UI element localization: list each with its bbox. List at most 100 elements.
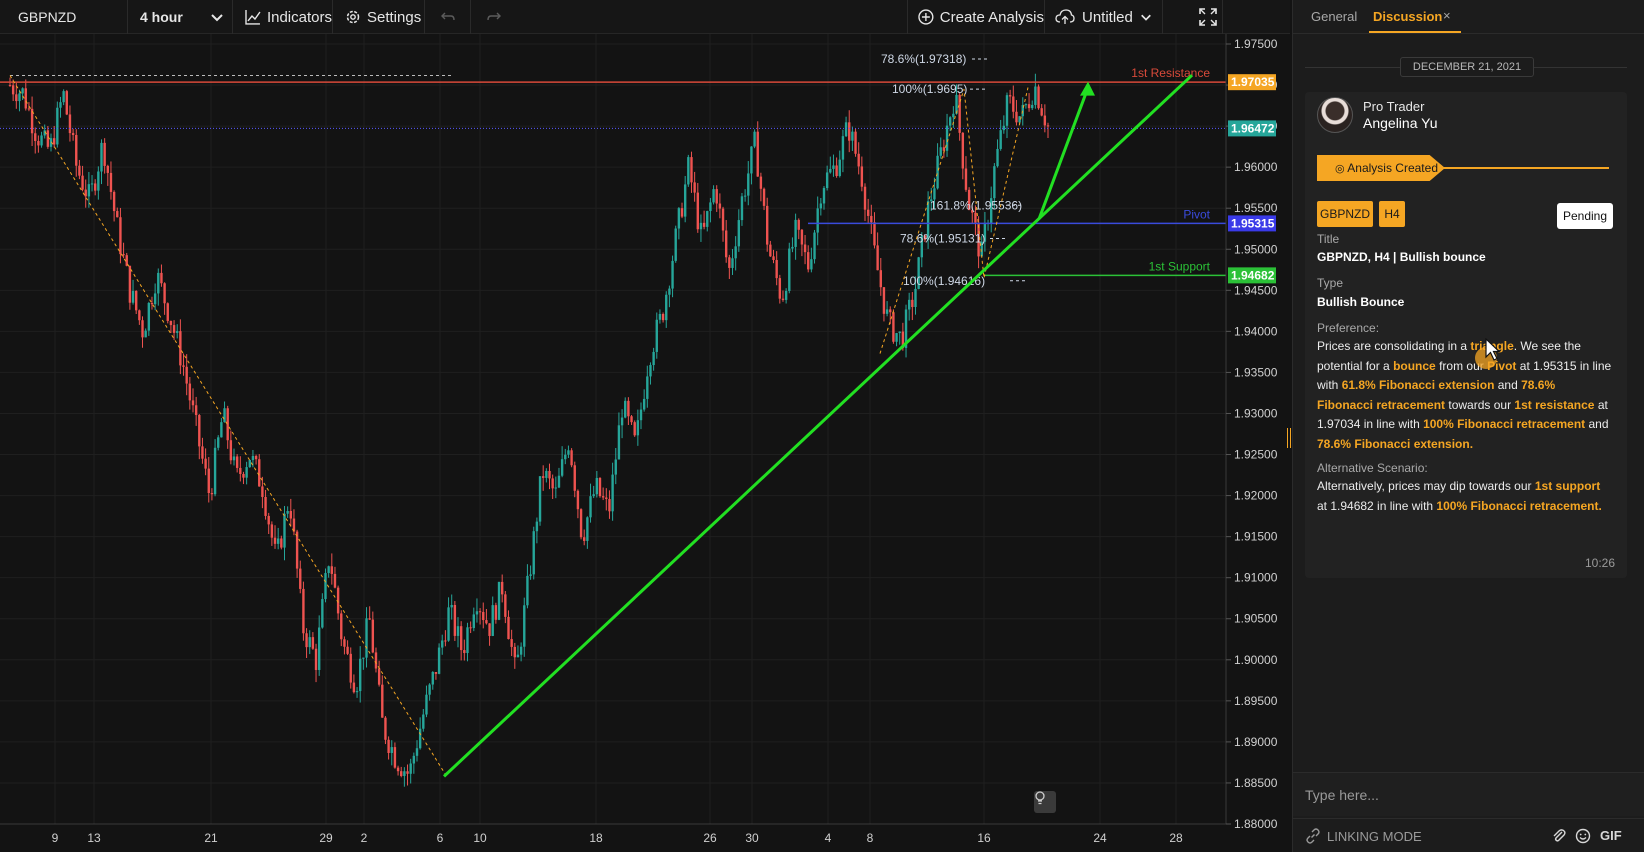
candle-body xyxy=(258,459,261,487)
candle-body xyxy=(538,476,542,522)
price-tag-label: 1.96472 xyxy=(1231,121,1275,135)
candle-body xyxy=(198,415,201,447)
candle-body xyxy=(1015,111,1018,123)
candle-body xyxy=(267,515,270,525)
settings-button[interactable]: Settings xyxy=(333,0,425,34)
price-chart[interactable]: 1st Resistance Pivot 1st Support 78.6%(1.97… xyxy=(0,34,1291,852)
candle-body xyxy=(863,186,867,210)
panel-footer: LINKING MODE GIF xyxy=(1293,818,1644,852)
candle-body xyxy=(305,633,308,648)
candle-body xyxy=(971,210,974,213)
linking-mode-toggle[interactable]: LINKING MODE xyxy=(1305,828,1422,844)
timeframe-chip[interactable]: H4 xyxy=(1379,201,1405,227)
candle-body xyxy=(333,573,337,588)
candle-body xyxy=(693,182,696,193)
discussion-panel: General Discussion × DECEMBER 21, 2021 P… xyxy=(1292,0,1644,852)
candle-body xyxy=(822,188,826,204)
tab-general[interactable]: General xyxy=(1311,9,1358,24)
candle-body xyxy=(135,290,138,311)
candle-body xyxy=(816,208,819,233)
indicators-button[interactable]: Indicators xyxy=(233,0,333,34)
emoji-icon[interactable] xyxy=(1575,828,1591,844)
message-input[interactable] xyxy=(1305,783,1625,807)
candle-body xyxy=(1027,104,1031,109)
candle-body xyxy=(535,521,539,532)
fullscreen-button[interactable] xyxy=(1188,0,1228,34)
timeframe-dropdown[interactable]: 4 hour xyxy=(128,0,233,34)
redo-button[interactable] xyxy=(471,0,517,34)
indicators-label: Indicators xyxy=(266,8,332,26)
candle-body xyxy=(122,254,125,256)
candle-body xyxy=(523,605,526,647)
candle-body xyxy=(923,235,927,240)
candle-body xyxy=(49,138,53,147)
candle-body xyxy=(261,486,264,497)
candle-body xyxy=(649,365,652,377)
candle-body xyxy=(907,299,911,310)
candle-body xyxy=(696,192,699,230)
candle-body xyxy=(359,658,362,692)
candle-body xyxy=(851,131,854,141)
message-composer xyxy=(1293,772,1644,816)
symbol-chip[interactable]: GBPNZD xyxy=(1317,201,1373,227)
candle-body xyxy=(188,383,192,401)
fibonacci-label: 161.8%(1.95536) xyxy=(930,198,1022,212)
candle-body xyxy=(889,309,892,313)
candle-body xyxy=(854,131,857,154)
candle-body xyxy=(1005,95,1009,126)
x-tick-label: 29 xyxy=(319,831,333,845)
idea-icon-button[interactable] xyxy=(1034,791,1056,813)
candle-body xyxy=(302,588,305,634)
title-value: GBPNZD, H4 | Bullish bounce xyxy=(1317,250,1486,264)
candle-body xyxy=(683,184,687,217)
layout-dropdown[interactable]: Untitled xyxy=(1045,0,1163,34)
projection-arrow xyxy=(1037,87,1090,220)
trend-line xyxy=(442,74,1194,778)
y-tick-label: 1.93000 xyxy=(1234,406,1278,420)
attachment-icon[interactable] xyxy=(1551,828,1567,844)
candle-body xyxy=(1046,125,1050,127)
chart-canvas[interactable]: 1st Resistance Pivot 1st Support 78.6%(1.97… xyxy=(0,34,1290,852)
candle-body xyxy=(576,490,580,510)
candle-body xyxy=(254,455,258,460)
y-tick-label: 1.91000 xyxy=(1234,571,1278,585)
tab-discussion[interactable]: Discussion xyxy=(1373,9,1443,24)
candle-body xyxy=(396,767,400,772)
candle-body xyxy=(289,510,292,519)
candle-body xyxy=(687,157,690,185)
author-role: Pro Trader xyxy=(1363,99,1425,114)
panel-resize-handle[interactable] xyxy=(1287,428,1291,448)
create-analysis-button[interactable]: Create Analysis xyxy=(907,0,1045,34)
candle-body xyxy=(642,398,646,410)
gif-button[interactable]: GIF xyxy=(1600,828,1622,843)
price-tag xyxy=(1228,74,1276,91)
candle-body xyxy=(665,294,668,321)
candle-body xyxy=(90,183,94,185)
candle-body xyxy=(112,191,116,212)
candle-body xyxy=(933,188,936,200)
candle-body xyxy=(245,467,248,478)
candle-body xyxy=(930,199,933,202)
message-time: 10:26 xyxy=(1584,556,1615,570)
y-tick-label: 1.96000 xyxy=(1234,160,1278,174)
close-tab-icon[interactable]: × xyxy=(1443,8,1451,23)
symbol-selector[interactable]: GBPNZD xyxy=(0,0,128,34)
candle-body xyxy=(65,91,68,115)
price-tag xyxy=(1228,120,1276,137)
candle-body xyxy=(235,456,239,468)
candle-body xyxy=(778,278,782,299)
x-tick-label: 9 xyxy=(52,831,59,845)
candle-body xyxy=(93,183,97,191)
candle-body xyxy=(330,566,334,574)
candle-body xyxy=(384,717,387,740)
candle-body xyxy=(601,496,605,498)
undo-button[interactable] xyxy=(425,0,471,34)
y-tick-label: 1.91500 xyxy=(1234,530,1278,544)
candle-body xyxy=(248,459,251,468)
candle-body xyxy=(917,257,920,289)
status-badge[interactable]: Pending xyxy=(1557,203,1613,229)
candle-body xyxy=(920,235,923,258)
candle-body xyxy=(841,136,845,160)
candle-body xyxy=(1040,108,1043,116)
candle-body xyxy=(592,494,595,497)
